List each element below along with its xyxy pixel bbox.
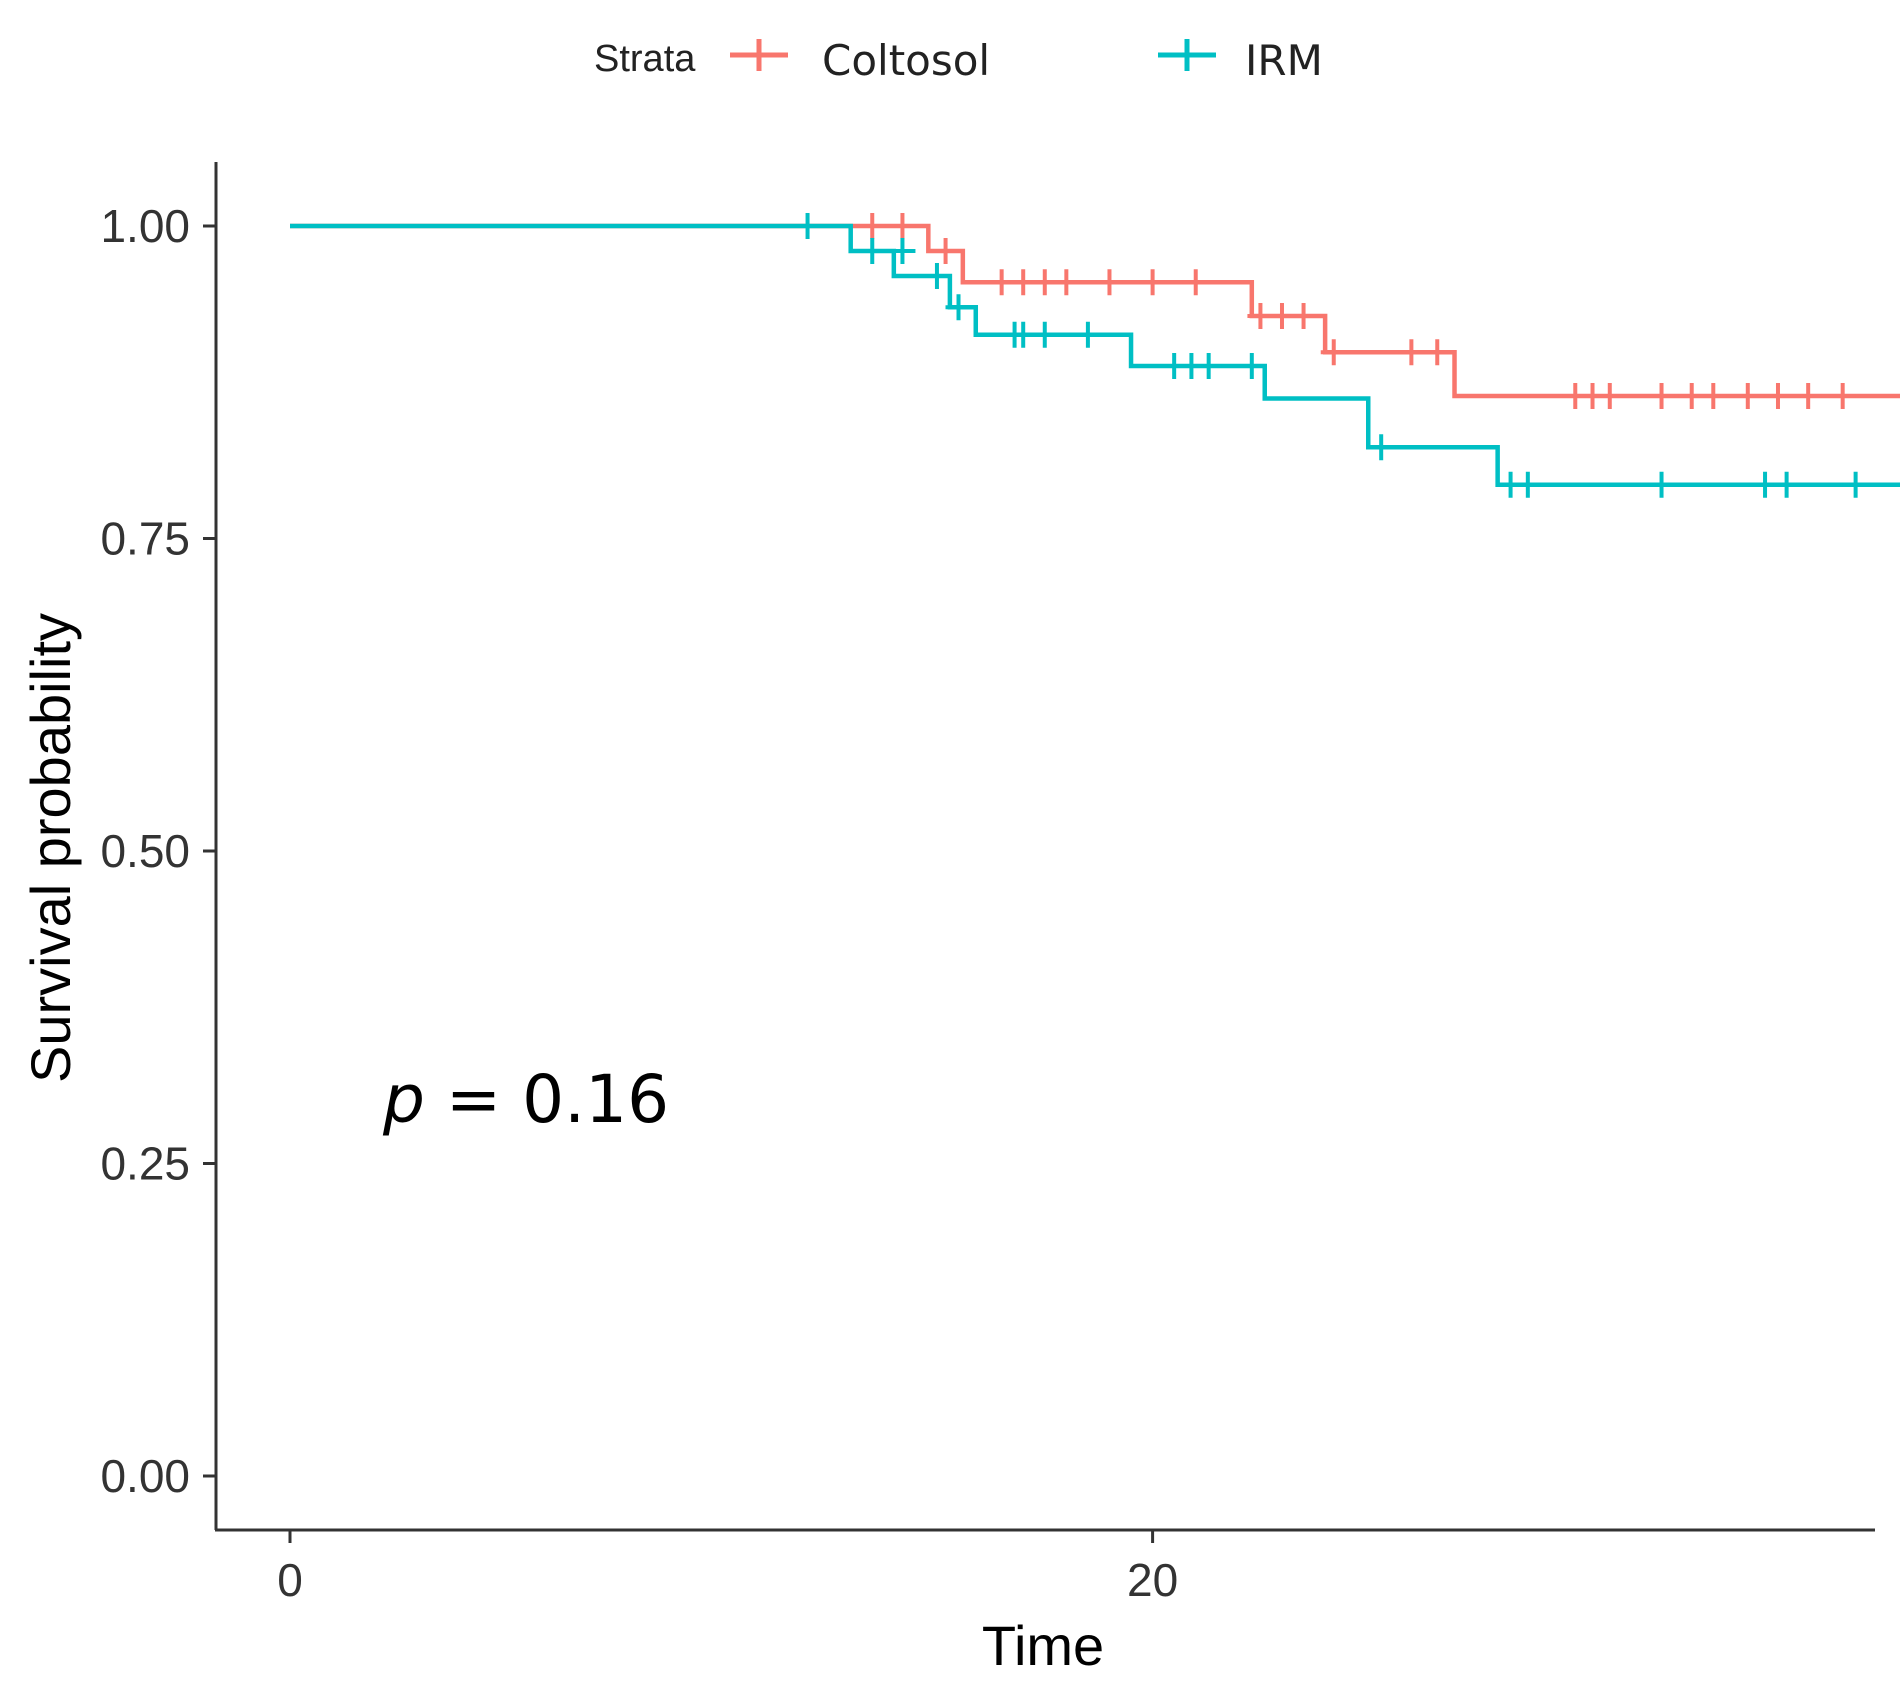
censor-mark-coltosol xyxy=(1053,269,1080,296)
legend-label-irm: IRM xyxy=(1245,36,1323,85)
censor-mark-coltosol xyxy=(1648,383,1675,409)
censor-mark-irm xyxy=(1648,471,1675,498)
censor-mark-irm xyxy=(1773,471,1800,498)
censor-mark-coltosol xyxy=(1398,339,1425,366)
y-tick-label: 0.00 xyxy=(100,1450,190,1502)
y-tick-label: 0.50 xyxy=(100,825,190,877)
censor-mark-irm xyxy=(1842,471,1869,498)
censor-mark-coltosol xyxy=(1182,269,1209,296)
x-axis-title: Time xyxy=(982,1614,1104,1677)
censor-mark-irm xyxy=(1368,434,1395,461)
censor-mark-coltosol xyxy=(1596,383,1623,409)
censor-mark-coltosol xyxy=(1700,383,1727,409)
censor-mark-coltosol xyxy=(1096,269,1123,296)
censor-mark-irm xyxy=(1031,321,1058,348)
plot-area xyxy=(290,213,1900,498)
y-axis-ticks: 0.00 0.25 0.50 0.75 1.00 xyxy=(100,200,216,1502)
legend-key-irm xyxy=(1158,39,1216,71)
censor-mark-coltosol xyxy=(889,213,916,239)
censor-mark-irm xyxy=(1195,353,1222,379)
censor-mark-coltosol xyxy=(1829,383,1856,409)
censor-mark-coltosol xyxy=(1139,269,1166,296)
p-value-text: = 0.16 xyxy=(425,1061,669,1138)
x-tick-label: 20 xyxy=(1127,1554,1178,1606)
censor-mark-irm xyxy=(859,238,886,264)
censor-mark-coltosol xyxy=(1795,383,1822,409)
p-value-symbol: p xyxy=(382,1061,425,1138)
censor-mark-coltosol xyxy=(1290,303,1317,329)
censor-mark-coltosol xyxy=(1764,383,1791,409)
y-axis-title: Survival probability xyxy=(19,613,82,1083)
censor-mark-irm xyxy=(889,238,916,264)
censor-mark-coltosol xyxy=(932,238,959,264)
legend: Strata Coltosol IRM xyxy=(594,36,1323,85)
censor-mark-irm xyxy=(1074,321,1101,348)
censor-mark-coltosol xyxy=(1734,383,1761,409)
x-tick-label: 0 xyxy=(277,1554,303,1606)
censor-mark-irm xyxy=(945,294,972,321)
x-axis-ticks: 0204060 xyxy=(277,1530,1178,1606)
survival-curve-irm xyxy=(290,223,1900,487)
p-value-annotation: p = 0.16 xyxy=(382,1061,669,1138)
censor-mark-irm xyxy=(1238,353,1265,379)
censor-mark-irm xyxy=(794,213,821,239)
censor-mark-coltosol xyxy=(1320,339,1347,366)
y-tick-label: 0.25 xyxy=(100,1138,190,1190)
legend-key-coltosol xyxy=(730,39,788,71)
censor-mark-coltosol xyxy=(859,213,886,239)
y-tick-label: 1.00 xyxy=(100,200,190,252)
y-tick-label: 0.75 xyxy=(100,513,190,565)
survival-curve-coltosol xyxy=(290,223,1900,399)
censor-mark-irm xyxy=(923,263,950,289)
legend-label-coltosol: Coltosol xyxy=(822,36,990,85)
censor-mark-irm xyxy=(1514,471,1541,498)
legend-title: Strata xyxy=(594,38,696,80)
censor-mark-coltosol xyxy=(1424,339,1451,366)
